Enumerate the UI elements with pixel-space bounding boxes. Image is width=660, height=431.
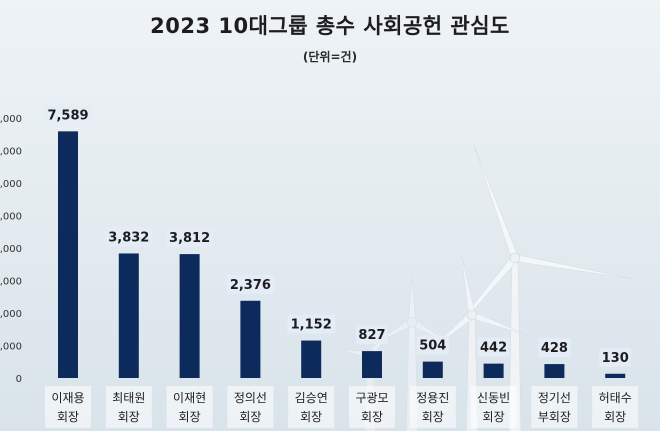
- data-label: 428: [541, 341, 568, 356]
- x-tick-label: 정의선: [234, 391, 267, 405]
- data-label-bg: [599, 347, 632, 367]
- y-tick-label: 1,000: [0, 342, 22, 353]
- category-label-bg: [470, 386, 517, 428]
- x-tick-label: 이재용: [51, 391, 84, 405]
- category-label-bg: [531, 386, 578, 428]
- x-tick-label: 허태수: [599, 391, 632, 405]
- x-tick-label: 회장: [239, 410, 261, 424]
- data-label: 130: [602, 351, 629, 366]
- bar: [179, 254, 200, 378]
- data-label-bg: [477, 337, 510, 357]
- data-label-bg: [44, 105, 92, 125]
- data-label: 827: [358, 328, 385, 343]
- data-label: 504: [419, 339, 446, 354]
- data-label: 3,812: [169, 231, 210, 246]
- category-label-bg: [166, 386, 213, 428]
- x-tick-label: 이재현: [173, 391, 206, 405]
- x-tick-label: 회장: [300, 410, 322, 424]
- x-tick-label: 김승연: [295, 391, 328, 405]
- y-tick-label: 3,000: [0, 277, 22, 288]
- x-tick-label: 부회장: [538, 410, 571, 424]
- data-label: 3,832: [108, 230, 149, 245]
- category-label-bg: [592, 386, 639, 428]
- category-label-bg: [349, 386, 395, 428]
- bar: [118, 253, 139, 378]
- chart-title: 2023 10대그룹 총수 사회공헌 관심도: [150, 14, 510, 38]
- x-tick-label: 회장: [57, 410, 79, 424]
- data-label: 442: [480, 341, 507, 356]
- category-label-bg: [105, 386, 152, 428]
- y-tick-label: 5,000: [0, 212, 22, 223]
- category-label-bg: [227, 386, 274, 428]
- data-label-bg: [226, 274, 275, 294]
- y-tick-label: 0: [16, 374, 22, 385]
- data-label: 7,589: [47, 108, 88, 123]
- data-label: 1,152: [291, 318, 332, 333]
- bar: [483, 363, 504, 378]
- x-tick-label: 신동빈: [477, 391, 510, 405]
- x-tick-label: 정기선: [538, 391, 571, 405]
- data-label-bg: [104, 227, 153, 247]
- bar: [422, 361, 443, 378]
- y-tick-label: 4,000: [0, 244, 22, 255]
- x-tick-label: 정용진: [416, 391, 449, 405]
- bar: [301, 340, 322, 378]
- chart-subtitle: (단위=건): [302, 50, 358, 64]
- bar: [58, 131, 78, 378]
- x-tick-label: 구광모: [355, 391, 388, 405]
- x-tick-label: 회장: [483, 410, 505, 424]
- x-tick-label: 회장: [361, 410, 383, 424]
- bar: [544, 364, 565, 378]
- x-tick-label: 회장: [179, 410, 201, 424]
- x-tick-label: 회장: [604, 410, 626, 424]
- y-tick-label: 8,000: [0, 114, 22, 125]
- y-tick-label: 7,000: [0, 147, 22, 158]
- x-tick-label: 최태원: [112, 391, 145, 405]
- data-label-bg: [538, 338, 571, 358]
- data-label: 2,376: [230, 278, 271, 293]
- category-label-bg: [45, 386, 91, 428]
- category-label-bg: [409, 386, 456, 428]
- bar: [240, 300, 261, 378]
- data-label-bg: [165, 228, 214, 248]
- x-tick-label: 회장: [422, 410, 444, 424]
- y-tick-label: 2,000: [0, 309, 22, 320]
- data-label-bg: [356, 325, 388, 345]
- bar: [362, 351, 382, 378]
- category-label-bg: [288, 386, 335, 428]
- data-label-bg: [287, 314, 336, 334]
- bar: [605, 373, 626, 378]
- x-tick-label: 회장: [118, 410, 140, 424]
- data-label-bg: [416, 335, 449, 355]
- y-tick-label: 6,000: [0, 179, 22, 190]
